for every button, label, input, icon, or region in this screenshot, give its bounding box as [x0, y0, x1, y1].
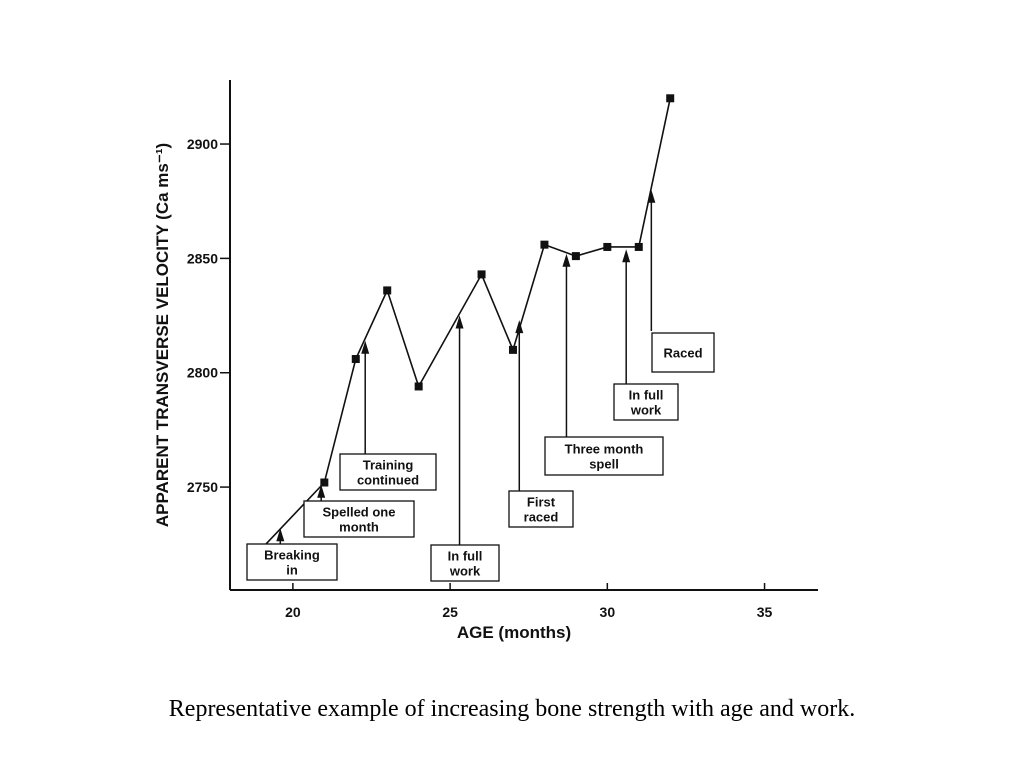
annotation-label: in: [286, 563, 298, 578]
data-point: [383, 286, 392, 295]
annotation-label: Breaking: [264, 548, 320, 563]
annotation-box: [613, 383, 679, 421]
data-point: [666, 94, 675, 103]
annotation-arrowhead: [647, 189, 656, 203]
data-point: [320, 478, 329, 487]
annotation-label: work: [449, 564, 481, 579]
data-point: [477, 270, 486, 279]
x-axis-title: AGE (months): [457, 623, 571, 642]
annotation-box: [339, 453, 437, 491]
annotation-arrowhead: [317, 484, 326, 498]
annotation-box: [430, 544, 500, 582]
x-tick-label: 35: [757, 604, 773, 620]
x-tick-label: 25: [442, 604, 458, 620]
x-tick-label: 20: [285, 604, 301, 620]
series: [257, 94, 675, 553]
annotation-box: [651, 332, 715, 373]
y-axis-title: APPARENT TRANSVERSE VELOCITY (Ca ms⁻¹): [153, 143, 172, 527]
annotation-label: First: [527, 495, 556, 510]
data-point: [634, 242, 643, 251]
annotation-label: Training: [363, 458, 414, 473]
y-tick-label: 2800: [187, 365, 218, 381]
annotation-label: In full: [629, 388, 664, 403]
y-tick-label: 2750: [187, 479, 218, 495]
data-point: [414, 382, 423, 391]
annotation-label: continued: [357, 473, 419, 488]
x-tick-label: 30: [600, 604, 616, 620]
annotation-arrowhead: [361, 340, 370, 354]
axes: [229, 80, 818, 591]
data-point: [508, 345, 517, 354]
annotation-label: Raced: [663, 346, 702, 361]
annotation-arrowhead: [455, 315, 464, 329]
annotation-label: Three month: [565, 442, 644, 457]
annotation: Raced: [647, 189, 715, 373]
y-tick-label: 2900: [187, 136, 218, 152]
annotation-box: [544, 436, 664, 476]
data-point: [603, 242, 612, 251]
data-point: [351, 355, 360, 364]
series-line: [260, 98, 671, 550]
annotation-box: [508, 490, 574, 528]
annotation-arrowhead: [515, 320, 524, 334]
annotation-box: [246, 543, 338, 581]
annotation-label: spell: [589, 457, 619, 472]
annotation-label: In full: [448, 549, 483, 564]
annotation-arrowhead: [276, 528, 285, 542]
ticks: 20 25 30 35 2750 2800 2850 2900: [187, 136, 773, 620]
figure-caption: Representative example of increasing bon…: [168, 696, 856, 722]
annotation-label: raced: [524, 510, 559, 525]
y-tick-label: 2850: [187, 250, 218, 266]
annotation-arrowhead: [622, 249, 631, 263]
annotation-arrowhead: [562, 253, 571, 267]
annotation-label: work: [630, 403, 662, 418]
data-point: [571, 252, 580, 261]
annotation-label: month: [339, 520, 379, 535]
data-point: [540, 240, 549, 249]
annotation-label: Spelled one: [323, 505, 396, 520]
annotation-box: [303, 500, 415, 538]
